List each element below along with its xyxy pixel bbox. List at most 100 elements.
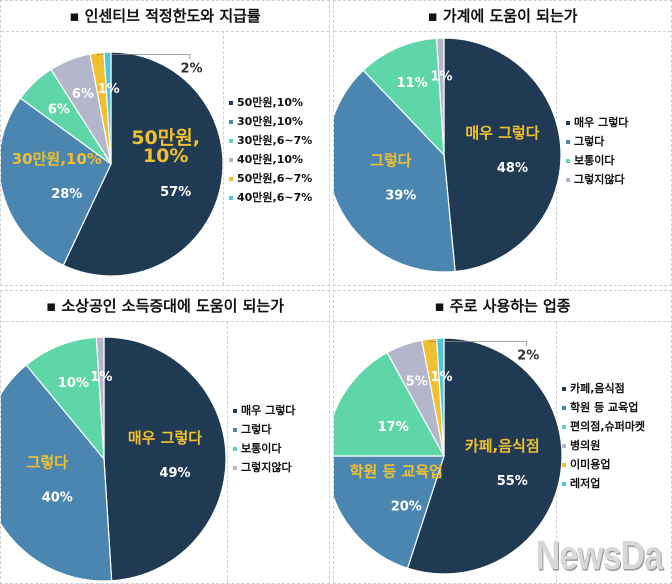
data-label: 11% — [397, 76, 428, 91]
legend-label: 40만원,10% — [237, 153, 304, 166]
pie-slice — [435, 37, 445, 156]
legend-item: 보통이다 — [233, 439, 295, 458]
data-label: 57% — [160, 185, 191, 200]
legend: 50만원,10% 30만원,10% 30만원,6~7% 40만원,10% 50만원,6~… — [229, 93, 312, 207]
legend-label: 보통이다 — [574, 154, 615, 167]
legend-swatch — [562, 425, 566, 429]
pie-slice — [62, 51, 224, 277]
legend-label: 매우 그렇다 — [241, 404, 296, 417]
legend-swatch — [229, 177, 233, 181]
legend-item: 병의원 — [562, 436, 645, 455]
legend-swatch — [562, 463, 566, 467]
pie-chart: 매우 그렇다 48% 그렇다 39% 11% 1% — [334, 37, 562, 273]
legend-item: 카페,음식점 — [562, 379, 645, 398]
legend-item: 이미용업 — [562, 455, 645, 474]
data-label: 1% — [430, 370, 452, 385]
legend-swatch — [233, 428, 237, 432]
legend-item: 30만원,10% — [229, 112, 312, 131]
pie-chart-panel: 인센티브 적정한도와 지급률 50만원,10% 57% 30만원,10% 28% 6%6%… — [0, 0, 330, 286]
legend-label: 병의원 — [570, 439, 601, 452]
legend-label: 카페,음식점 — [570, 382, 625, 395]
pie-chart: 카페,음식점 55% 학원 등 교육업 20% 17% 5% 2% 1% — [334, 337, 563, 575]
pie-slice — [25, 336, 105, 461]
legend-label: 레저업 — [570, 477, 601, 490]
legend-item: 매우 그렇다 — [566, 113, 628, 132]
slice-label: 10% — [143, 145, 188, 167]
legend-item: 그렇다 — [233, 420, 295, 439]
legend-swatch — [562, 387, 566, 391]
legend-item: 그렇다 — [566, 132, 628, 151]
slice-label: 50만원, — [131, 127, 200, 149]
legend-label: 그렇지않다 — [241, 461, 292, 474]
legend-label: 보통이다 — [241, 442, 282, 455]
pie-slice — [1, 364, 113, 582]
data-label: 6% — [48, 102, 70, 117]
slice-label: 그렇다 — [370, 151, 412, 169]
data-label: 48% — [497, 161, 528, 176]
data-label: 39% — [385, 188, 416, 203]
legend-swatch — [233, 466, 237, 470]
legend-item: 매우 그렇다 — [233, 401, 295, 420]
legend-swatch — [566, 159, 570, 163]
data-label: 40% — [42, 490, 73, 505]
pie-slice — [334, 69, 456, 273]
legend-swatch — [562, 482, 566, 486]
legend-item: 40만원,10% — [229, 150, 312, 169]
chart-title: 주로 사용하는 업종 — [334, 295, 671, 316]
data-label: 49% — [159, 466, 190, 481]
legend-item: 편의점,슈퍼마켓 — [562, 417, 645, 436]
legend-item: 30만원,6~7% — [229, 131, 312, 150]
legend-label: 30만원,10% — [237, 115, 304, 128]
data-label: 1% — [90, 370, 112, 385]
legend-label: 그렇다 — [574, 135, 605, 148]
data-label: 2% — [517, 349, 539, 364]
chart-title: 가계에 도움이 되는가 — [334, 5, 671, 26]
pie-slice — [406, 337, 563, 575]
legend-label: 매우 그렇다 — [574, 116, 629, 129]
legend-label: 그렇다 — [241, 423, 272, 436]
legend-swatch — [233, 409, 237, 413]
legend-swatch — [566, 178, 570, 182]
legend-item: 보통이다 — [566, 151, 628, 170]
legend-item: 40만원,6~7% — [229, 188, 312, 207]
data-label: 55% — [497, 474, 528, 489]
legend-swatch — [233, 447, 237, 451]
slice-label: 그렇다 — [27, 453, 69, 471]
legend-label: 40만원,6~7% — [237, 191, 313, 204]
legend-label: 이미용업 — [570, 458, 611, 471]
legend-swatch — [562, 406, 566, 410]
newsda-logo-watermark: NewsDa — [535, 533, 663, 579]
legend: 카페,음식점 학원 등 교육업 편의점,슈퍼마켓 병의원 이미용업 레저업 — [562, 379, 645, 493]
legend-swatch — [229, 139, 233, 143]
data-label: 2% — [180, 61, 202, 76]
slice-label: 30만원,10% — [12, 150, 102, 168]
slice-label: 카페,음식점 — [465, 437, 540, 455]
legend-swatch — [229, 158, 233, 162]
legend-item: 그렇지않다 — [566, 170, 628, 189]
slice-label: 학원 등 교육업 — [350, 463, 443, 481]
pie-slice — [1, 97, 112, 267]
data-label: 28% — [51, 187, 82, 202]
chart-title: 소상공인 소득증대에 도움이 되는가 — [1, 295, 329, 316]
chart-title: 인센티브 적정한도와 지급률 — [1, 5, 329, 26]
pie-slice — [362, 37, 445, 157]
legend-swatch — [229, 196, 233, 200]
leader-line — [96, 54, 191, 60]
pie-chart: 50만원,10% 57% 30만원,10% 28% 6%6% 2% 1% — [1, 51, 224, 277]
pie-slice — [334, 351, 446, 457]
slice-label: 매우 그렇다 — [465, 124, 539, 142]
data-label: 5% — [406, 375, 428, 390]
legend-swatch — [229, 101, 233, 105]
legend-swatch — [229, 120, 233, 124]
pie-slice — [435, 337, 445, 457]
legend-item: 그렇지않다 — [233, 458, 295, 477]
pie-slice — [103, 336, 227, 582]
data-label: 20% — [391, 500, 422, 515]
legend-item: 50만원,10% — [229, 93, 312, 112]
legend-swatch — [566, 121, 570, 125]
